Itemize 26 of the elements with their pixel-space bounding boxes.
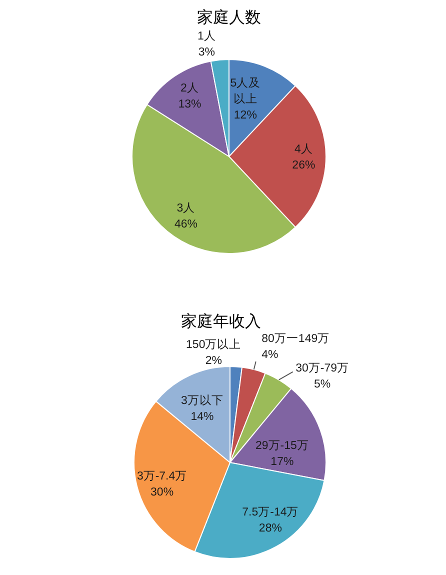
data-label: 28% [258,522,282,535]
data-label: 17% [270,456,294,468]
slice-label: 3万-7.4万 [136,470,188,483]
data-label: 4% [262,348,278,361]
slice-label: 150万以上 [186,338,242,352]
slice-label: 1人 [197,29,216,42]
slice-label: 30万-79万 [296,362,350,375]
data-label: 26% [292,160,316,172]
slice-label: 5人及以上 [230,76,261,106]
chart-title: 家庭年收入 [181,312,261,330]
slice-label: 29万-15万 [255,438,309,452]
slice-label: 7.5万-14万 [242,506,299,519]
slice-label: 3人 [176,201,196,214]
data-label: 12% [234,109,257,122]
data-label: 5% [314,378,331,391]
data-label: 2% [205,355,222,368]
data-label: 13% [178,98,202,111]
slice-label: 3万以下 [181,394,224,407]
data-label: 30% [150,486,174,499]
data-label: 14% [190,410,214,423]
slice-label: 80万一149万 [262,332,330,345]
data-label: 3% [198,46,215,58]
slice-label: 4人 [294,142,313,156]
chart-title: 家庭人数 [197,8,261,26]
slice-label: 2人 [180,82,199,95]
data-label: 46% [174,218,198,230]
